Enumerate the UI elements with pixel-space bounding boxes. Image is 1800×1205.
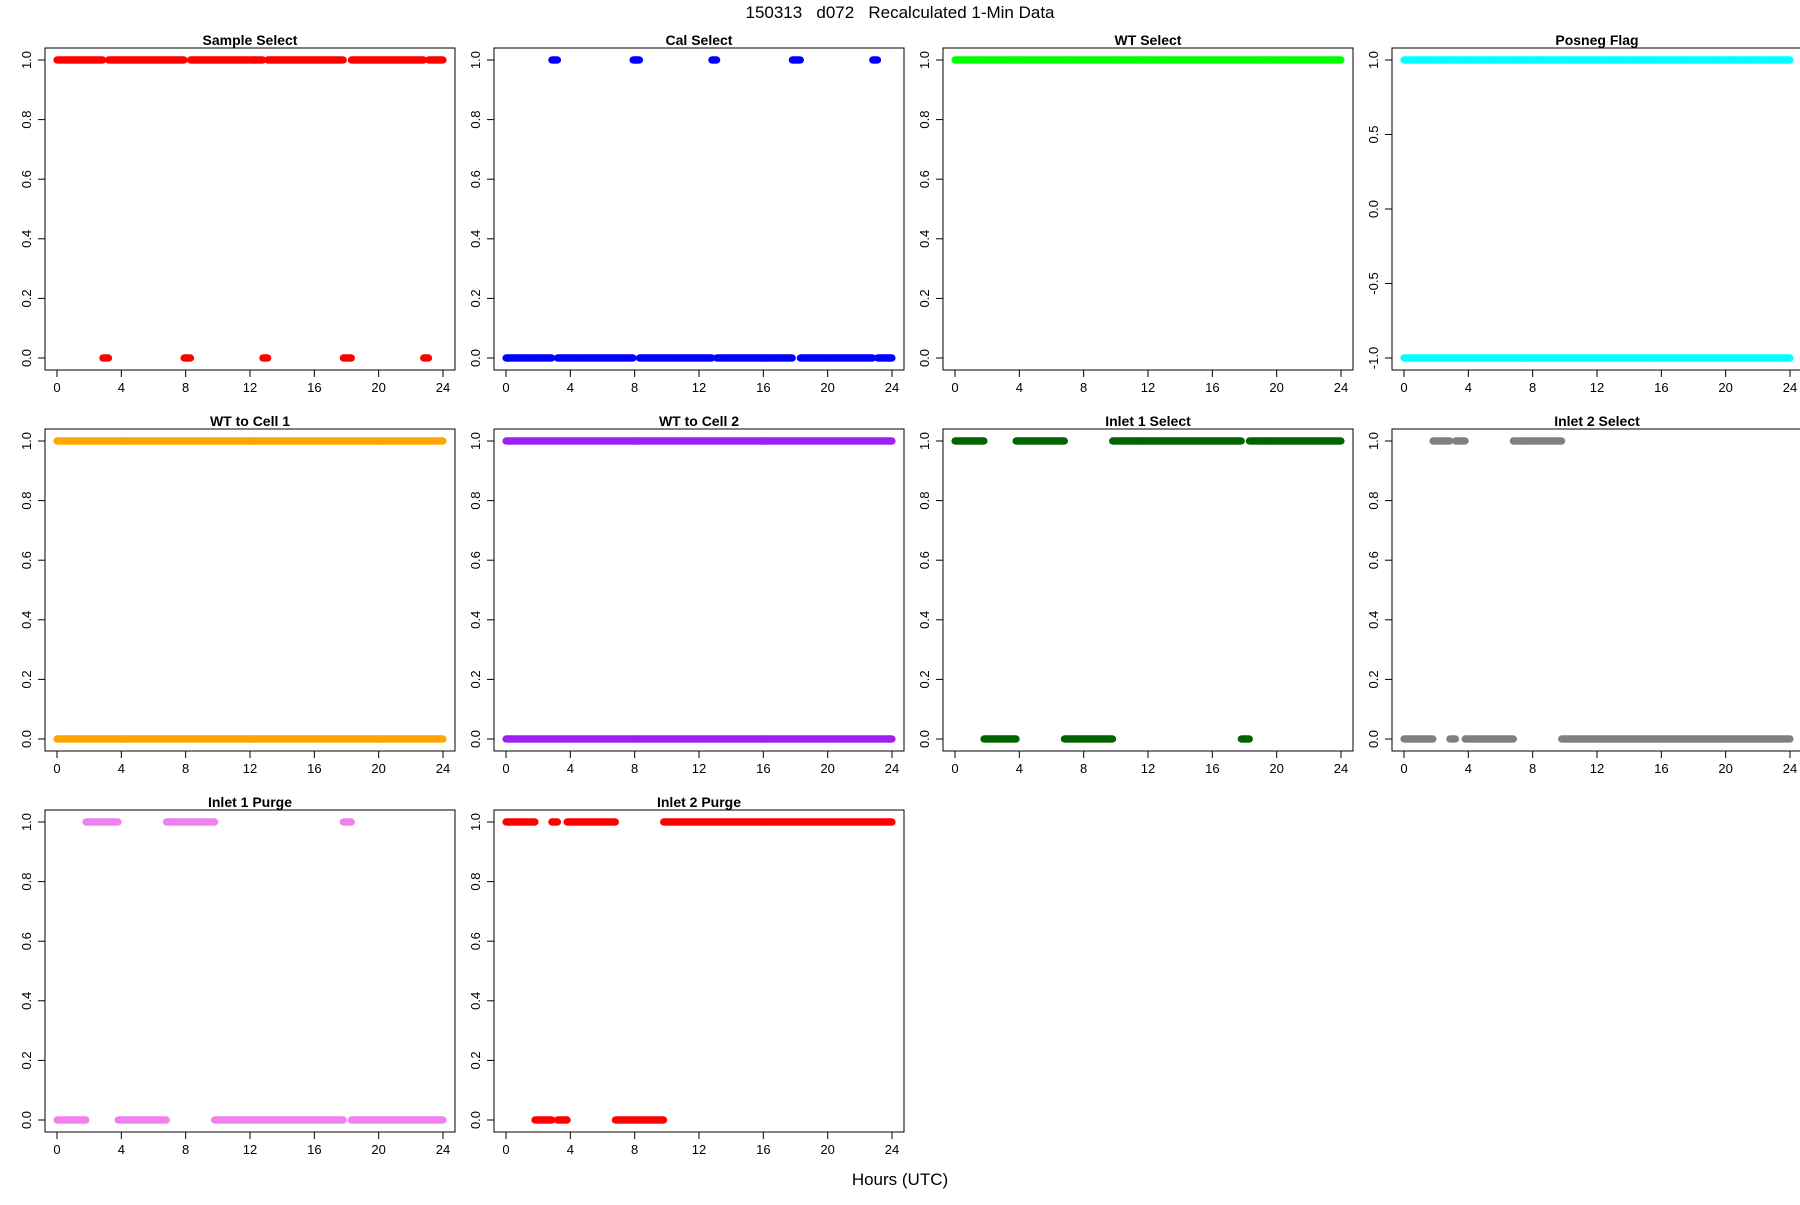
chart-title: WT Select bbox=[1115, 32, 1182, 48]
data-point bbox=[797, 56, 804, 63]
chart-panel: Posneg Flag 0 4 8 12 16 20 24 -1.0 -0.5 0.0 0.5 1.0 bbox=[1366, 32, 1800, 395]
y-tick-label: 0.4 bbox=[468, 230, 483, 248]
data-point bbox=[874, 56, 881, 63]
data-point bbox=[439, 56, 446, 63]
x-tick-label: 24 bbox=[1783, 380, 1797, 395]
x-tick-label: 4 bbox=[118, 380, 125, 395]
x-tick-label: 24 bbox=[436, 380, 450, 395]
x-tick-label: 4 bbox=[1016, 380, 1023, 395]
data-point bbox=[340, 56, 347, 63]
x-tick-label: 8 bbox=[631, 380, 638, 395]
y-tick-label: 0.4 bbox=[917, 230, 932, 248]
y-tick-label: 1.0 bbox=[917, 51, 932, 69]
data-series bbox=[99, 354, 432, 361]
y-tick-label: 0.6 bbox=[917, 170, 932, 188]
y-tick-label: 0.5 bbox=[1366, 125, 1381, 143]
y-tick-label: -1.0 bbox=[1366, 347, 1381, 369]
x-tick-label: 20 bbox=[820, 380, 834, 395]
x-tick-label: 16 bbox=[307, 380, 321, 395]
y-tick-label: 0.0 bbox=[1366, 200, 1381, 218]
data-series bbox=[502, 354, 895, 361]
x-tick-label: 8 bbox=[1080, 380, 1087, 395]
data-point bbox=[425, 354, 432, 361]
data-point bbox=[348, 354, 355, 361]
x-tick-label: 12 bbox=[1590, 380, 1604, 395]
chart-panel: WT Select 0 4 8 12 16 20 24 0.0 0.2 0.4 0.6 0.8 1.0 bbox=[917, 32, 1353, 395]
chart-title: Cal Select bbox=[666, 32, 733, 48]
x-tick-label: 0 bbox=[951, 380, 958, 395]
data-point bbox=[713, 56, 720, 63]
x-tick-label: 0 bbox=[502, 380, 509, 395]
data-series bbox=[548, 56, 881, 63]
plot-frame bbox=[1392, 48, 1800, 370]
y-tick-label: 1.0 bbox=[468, 51, 483, 69]
chart-title: Sample Select bbox=[203, 32, 298, 48]
data-point bbox=[180, 56, 187, 63]
x-tick-label: 16 bbox=[756, 380, 770, 395]
data-series bbox=[1400, 56, 1793, 63]
data-point bbox=[264, 354, 271, 361]
data-point bbox=[1337, 56, 1344, 63]
y-tick-label: 0.4 bbox=[19, 230, 34, 248]
x-tick-label: 16 bbox=[1654, 380, 1668, 395]
x-tick-label: 24 bbox=[1334, 380, 1348, 395]
data-point bbox=[554, 56, 561, 63]
chart-panel: Cal Select 0 4 8 12 16 20 24 0.0 0.2 0.4 0.6 0.8 1.0 bbox=[468, 32, 904, 395]
data-point bbox=[789, 354, 796, 361]
data-point bbox=[636, 56, 643, 63]
x-tick-label: 12 bbox=[692, 380, 706, 395]
data-series bbox=[53, 56, 446, 63]
y-tick-label: -0.5 bbox=[1366, 272, 1381, 294]
y-tick-label: 0.0 bbox=[19, 349, 34, 367]
y-tick-label: 0.0 bbox=[917, 349, 932, 367]
data-point bbox=[187, 354, 194, 361]
x-tick-label: 20 bbox=[1269, 380, 1283, 395]
x-tick-label: 8 bbox=[1529, 380, 1536, 395]
data-series bbox=[951, 56, 1344, 63]
x-tick-label: 4 bbox=[567, 380, 574, 395]
plot-frame bbox=[494, 48, 904, 370]
y-tick-label: 0.0 bbox=[468, 349, 483, 367]
plot-frame bbox=[45, 48, 455, 370]
x-tick-label: 4 bbox=[1465, 380, 1472, 395]
chart-panel: Sample Select 0 4 8 12 16 20 24 0.0 0.2 0.4 0.6 0.8 1… bbox=[19, 32, 455, 395]
data-point bbox=[629, 354, 636, 361]
chart-title: Posneg Flag bbox=[1555, 32, 1638, 48]
y-tick-label: 0.2 bbox=[468, 289, 483, 307]
y-tick-label: 0.8 bbox=[19, 111, 34, 129]
data-point bbox=[888, 354, 895, 361]
x-tick-label: 12 bbox=[1141, 380, 1155, 395]
x-tick-label: 0 bbox=[53, 380, 60, 395]
x-tick-label: 24 bbox=[885, 380, 899, 395]
y-tick-label: 0.6 bbox=[468, 170, 483, 188]
x-tick-label: 20 bbox=[371, 380, 385, 395]
plot-frame bbox=[943, 48, 1353, 370]
y-tick-label: 0.2 bbox=[19, 289, 34, 307]
x-tick-label: 20 bbox=[1718, 380, 1732, 395]
y-tick-label: 0.8 bbox=[468, 111, 483, 129]
x-tick-label: 8 bbox=[182, 380, 189, 395]
x-tick-label: 0 bbox=[1400, 380, 1407, 395]
y-tick-label: 0.2 bbox=[917, 289, 932, 307]
y-tick-label: 0.6 bbox=[19, 170, 34, 188]
x-tick-label: 16 bbox=[1205, 380, 1219, 395]
y-tick-label: 1.0 bbox=[1366, 51, 1381, 69]
data-point bbox=[105, 354, 112, 361]
y-tick-label: 0.8 bbox=[917, 111, 932, 129]
y-tick-label: 1.0 bbox=[19, 51, 34, 69]
x-tick-label: 12 bbox=[243, 380, 257, 395]
